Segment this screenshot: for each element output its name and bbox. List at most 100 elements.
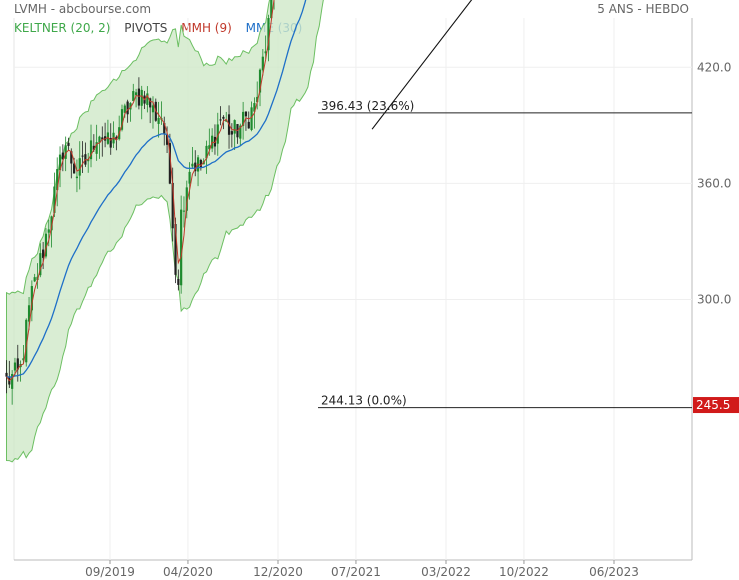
fib-level-label: 396.43 (23.6%) (321, 99, 414, 113)
candle-body (191, 163, 194, 167)
keltner-band (6, 0, 324, 463)
candle-body (33, 277, 36, 282)
candle-body (261, 56, 264, 71)
candle-body (230, 131, 233, 135)
candle-body (244, 111, 248, 117)
candle-body (5, 372, 8, 377)
y-tick-label: 300.0 (697, 293, 731, 307)
candle-body (258, 69, 262, 93)
candle-body (98, 136, 101, 143)
candle-body (182, 210, 186, 212)
price-tags: 904.6675.1245.5 (693, 397, 739, 414)
candle-body (129, 103, 132, 110)
candle-body (208, 145, 211, 150)
candle-body (185, 187, 188, 211)
candle-body (134, 92, 138, 96)
candle-body (27, 305, 31, 322)
moving-averages (6, 0, 307, 382)
candle-body (137, 88, 141, 106)
candle-body (101, 137, 104, 140)
price-tag-box (693, 397, 739, 414)
candle-body (30, 286, 33, 311)
candle-body (95, 142, 98, 154)
candle-body (56, 169, 59, 191)
candle-body (70, 151, 73, 164)
candle-body (253, 103, 256, 112)
candle-body (188, 171, 191, 184)
y-tick-label: 360.0 (697, 176, 731, 190)
candle-body (242, 111, 245, 126)
fibonacci-levels: 889.50 (100.0%)751.39 (78.6%)646.96 (61.… (318, 99, 692, 409)
candle-body (140, 89, 143, 106)
candle-body (120, 109, 124, 130)
candle-body (264, 51, 267, 54)
axes: 300.0360.0420.0480.0540.0600.0660.0720.0… (85, 60, 731, 579)
price-tag-label: 245.5 (696, 398, 730, 412)
fib-level-label: 244.13 (0.0%) (321, 394, 407, 408)
candle-body (267, 18, 270, 51)
candle-body (67, 142, 70, 146)
candle-body (115, 136, 118, 140)
candle-body (78, 158, 81, 176)
legend-keltner: KELTNER (20, 2) (14, 21, 111, 35)
candle-body (75, 176, 79, 179)
candle-body (39, 253, 42, 276)
trendline-arrow (371, 0, 473, 130)
candle-body (180, 209, 183, 286)
candle-body (168, 143, 171, 184)
candle-body (73, 163, 76, 174)
chart-period-label: 5 ANS - HEBDO (597, 2, 689, 16)
chart-source-title: LVMH - abcbourse.com (14, 2, 152, 16)
x-tick-label: 06/2023 (589, 565, 639, 579)
x-tick-label: 07/2021 (331, 565, 381, 579)
candle-body (42, 249, 45, 258)
keltner-band-area (6, 0, 324, 463)
candle-body (61, 152, 64, 160)
candle-body (58, 154, 62, 171)
candle-body (194, 162, 197, 172)
candle-body (239, 125, 242, 139)
candle-body (174, 223, 177, 275)
candle-body (22, 358, 25, 361)
x-tick-label: 10/2022 (499, 565, 549, 579)
candle-body (123, 105, 126, 113)
candle-body (47, 229, 50, 233)
candle-body (171, 182, 174, 229)
candle-body (109, 137, 112, 148)
candle-body (247, 121, 250, 129)
candle-body (50, 216, 53, 231)
candle-body (256, 96, 259, 103)
mme-30-line (6, 0, 307, 378)
candle-body (250, 107, 253, 131)
candle-body (81, 155, 84, 157)
candle-body (146, 93, 149, 105)
y-tick-label: 420.0 (697, 60, 731, 74)
candle-body (25, 319, 28, 363)
candle-body (92, 145, 95, 150)
legend-pivots: PIVOTS (124, 21, 168, 35)
candle-body (149, 98, 152, 108)
mmh-9-line (6, 0, 275, 382)
legend-mmh: MMH (9) (181, 21, 232, 35)
candle-body (163, 122, 166, 135)
candle-body (13, 362, 17, 371)
x-tick-label: 12/2020 (253, 565, 303, 579)
candle-body (177, 278, 180, 285)
x-tick-label: 04/2020 (163, 565, 213, 579)
candle-body (151, 105, 155, 113)
candle-body (126, 101, 129, 115)
candle-body (165, 134, 169, 145)
candle-body (205, 145, 208, 159)
x-tick-label: 03/2022 (421, 565, 471, 579)
candle-body (222, 116, 225, 119)
candle-body (233, 120, 236, 134)
candle-body (157, 117, 160, 124)
candle-body (89, 140, 93, 160)
candle-body (44, 233, 48, 257)
candle-body (225, 119, 228, 122)
candle-body (11, 374, 14, 389)
candle-body (270, 0, 273, 19)
candle-body (64, 145, 67, 159)
trendlines (371, 0, 473, 130)
